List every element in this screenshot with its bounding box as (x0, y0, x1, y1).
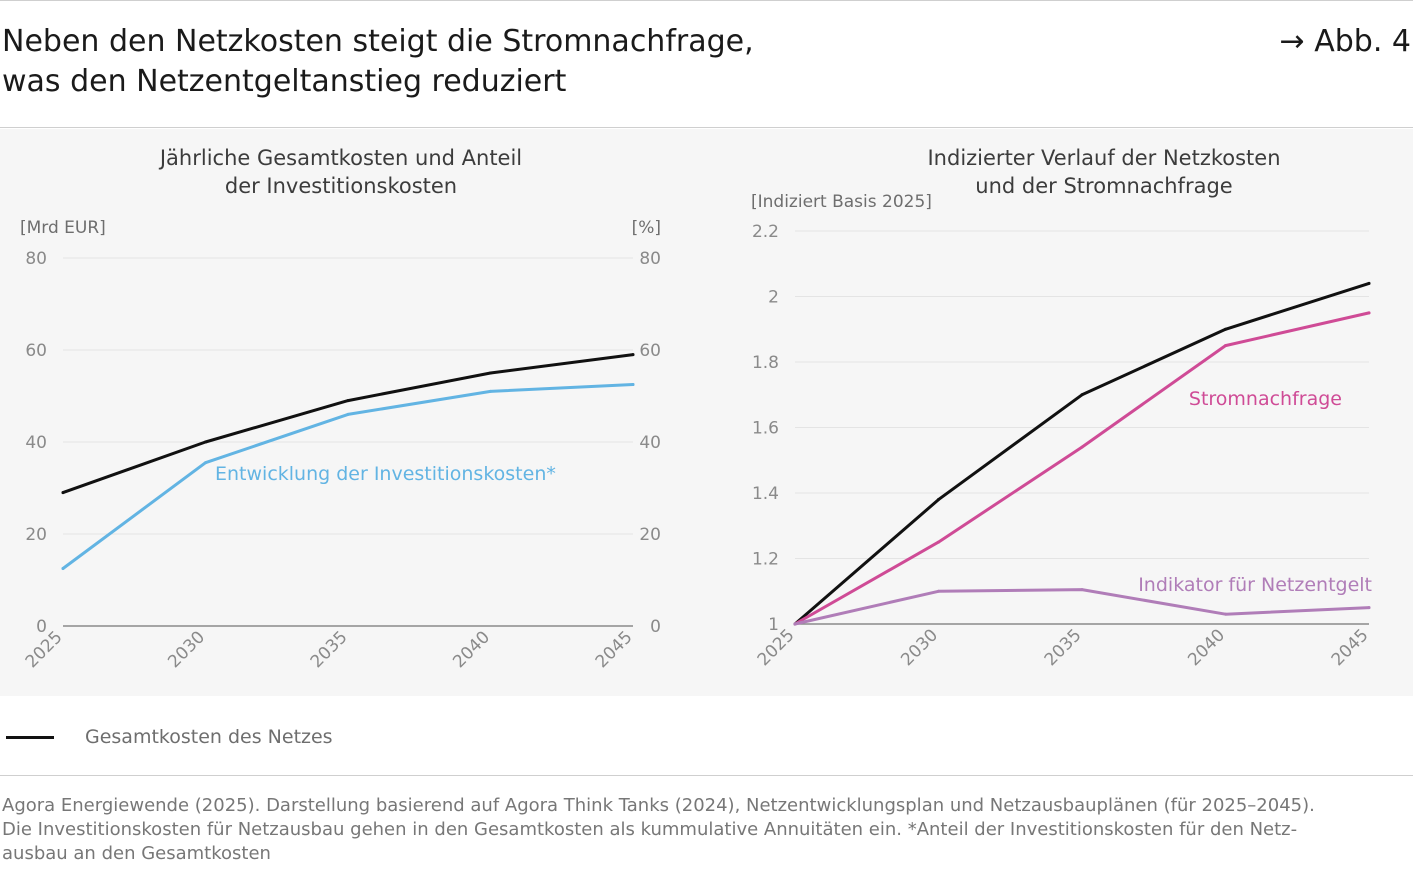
right-x-tick-label: 2035 (1041, 625, 1086, 670)
right-series-0-point (1080, 393, 1084, 397)
right-series-1-point (937, 540, 940, 544)
right-series-0-point (937, 498, 940, 502)
left-series-0-point (204, 440, 207, 444)
left-x-tick-label: 2030 (164, 627, 209, 672)
source-line-1: Agora Energiewende (2025). Darstellung b… (2, 795, 1315, 816)
left-y-right-tick-label: 80 (639, 249, 661, 269)
right-series-2-point (1080, 588, 1084, 592)
title-line-2: was den Netzentgeltanstieg reduziert (2, 64, 567, 99)
right-series-line-0 (793, 281, 1371, 626)
right-y-tick-label: 1.2 (752, 550, 779, 570)
source-line-2: Die Investitionskosten für Netzausbau ge… (2, 819, 1298, 840)
legend-label-total-cost: Gesamtkosten des Netzes (85, 726, 333, 748)
right-y-tick-label: 1.8 (752, 353, 779, 373)
header-divider (0, 127, 1413, 128)
right-y-tick-label: 1.4 (752, 484, 779, 504)
left-y-tick-label: 80 (25, 249, 47, 269)
left-y-axis-label: [Mrd EUR] (20, 218, 106, 238)
right-series-1-point (1367, 311, 1371, 315)
source-line-3: ausbau an den Gesamtkosten (2, 843, 271, 864)
left-y-tick-label: 0 (36, 617, 47, 637)
left-series-0-point (346, 399, 350, 403)
left-chart-title-line-1: Jährliche Gesamtkosten und Anteil (158, 146, 522, 170)
page-title: Neben den Netzkosten steigt die Stromnac… (2, 22, 902, 102)
left-series-1-point (346, 412, 350, 416)
index-y-axis-label: [Indiziert Basis 2025] (751, 192, 932, 212)
left-y-right-tick-label: 0 (650, 617, 661, 637)
right-x-tick-label: 2030 (897, 625, 942, 670)
left-x-tick-label: 2035 (307, 627, 352, 672)
right-series-2-point (1224, 612, 1227, 616)
left-series-1-point (61, 567, 65, 570)
legend-swatch-total-cost (6, 736, 54, 739)
left-y-tick-label: 20 (25, 525, 47, 545)
right-series-2-point (1367, 606, 1371, 610)
left-y-right-tick-label: 20 (639, 525, 661, 545)
left-series-0-point (489, 371, 492, 375)
left-x-tick-label: 2040 (449, 627, 494, 672)
left-series-0-point (631, 353, 635, 357)
left-y-right-tick-label: 40 (639, 433, 661, 453)
right-x-tick-label: 2040 (1184, 625, 1229, 670)
figure-reference-link[interactable]: → Abb. 4 (1279, 24, 1411, 59)
footer-divider (0, 775, 1413, 776)
right-chart-title-line-1: Indizierter Verlauf der Netzkosten (927, 146, 1280, 170)
left-series-1-point (489, 389, 492, 393)
investment-series-label: Entwicklung der Investitionskosten* (215, 463, 556, 485)
right-y-tick-label: 1.6 (752, 419, 779, 439)
left-chart-title-line-2: der Investitionskosten (225, 174, 457, 198)
right-series-2-point (937, 589, 940, 593)
top-rule (0, 0, 1413, 1)
left-x-tick-label: 2045 (592, 627, 637, 672)
left-y-tick-label: 60 (25, 341, 47, 361)
right-series-2-point (793, 622, 797, 626)
right-chart-title-line-2: und der Stromnachfrage (975, 174, 1232, 198)
source-note: Agora Energiewende (2025). Darstellung b… (2, 794, 1410, 866)
left-series-0-point (61, 491, 65, 495)
chart-panel-background (0, 129, 1413, 696)
right-series-1-point (1080, 445, 1084, 449)
left-series-1-point (631, 383, 635, 386)
left-y-right-tick-label: 60 (639, 341, 661, 361)
left-series-1-point (204, 461, 207, 465)
right-series-0-point (1224, 327, 1227, 331)
right-series-0-point (1367, 281, 1371, 285)
demand-series-label: Stromnachfrage (1189, 388, 1342, 410)
right-y-tick-label: 1 (768, 615, 779, 635)
right-series-1-point (1224, 344, 1227, 348)
right-y-tick-label: 2 (768, 288, 779, 308)
right-x-tick-label: 2045 (1328, 625, 1373, 670)
left-y-tick-label: 40 (25, 433, 47, 453)
title-line-1: Neben den Netzkosten steigt die Stromnac… (2, 24, 754, 59)
right-y-tick-label: 2.2 (752, 222, 779, 242)
right-y-axis-label: [%] (632, 218, 661, 238)
indicator-series-label: Indikator für Netzentgelt (1138, 574, 1372, 596)
chart-area: Jährliche Gesamtkosten und Anteil der In… (20, 146, 1373, 672)
